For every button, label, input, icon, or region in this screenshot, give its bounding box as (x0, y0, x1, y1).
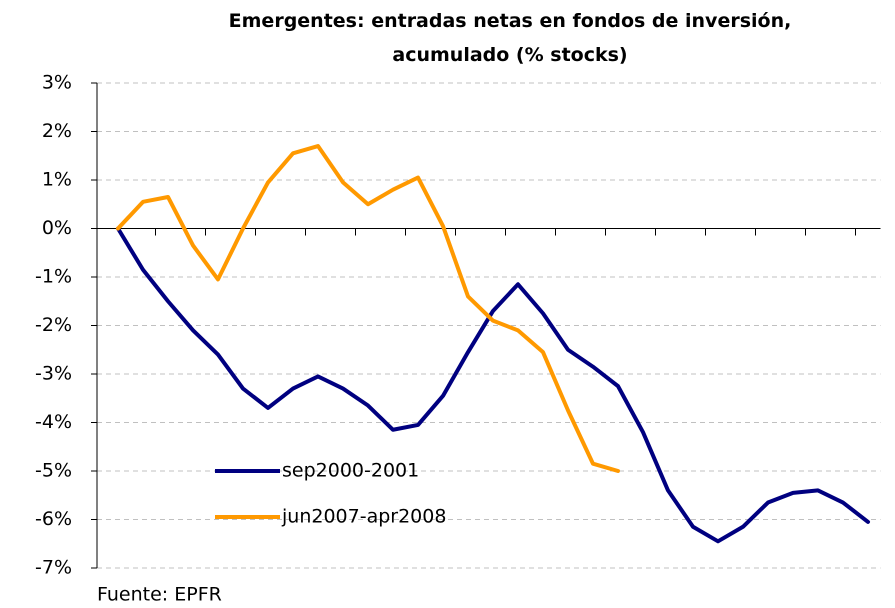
chart-title: Emergentes: entradas netas en fondos de … (228, 10, 792, 66)
legend-label: jun2007-apr2008 (281, 506, 446, 528)
y-tick-label: 1% (42, 169, 72, 191)
y-tick-label: -5% (35, 460, 72, 482)
legend-label: sep2000-2001 (282, 460, 419, 482)
y-tick-label: 3% (42, 72, 72, 94)
y-tick-label: -7% (35, 557, 72, 579)
y-tick-label: -2% (35, 314, 72, 336)
y-tick-label: 2% (42, 120, 72, 142)
y-tick-label: -6% (35, 508, 72, 530)
y-tick-label: 0% (42, 217, 72, 239)
y-tick-label: -4% (35, 411, 72, 433)
series-line (116, 144, 620, 473)
source: Fuente: EPFR (97, 584, 222, 606)
y-tick-label: -3% (35, 363, 72, 385)
series-line (116, 226, 870, 544)
y-tick-label: -1% (35, 266, 72, 288)
